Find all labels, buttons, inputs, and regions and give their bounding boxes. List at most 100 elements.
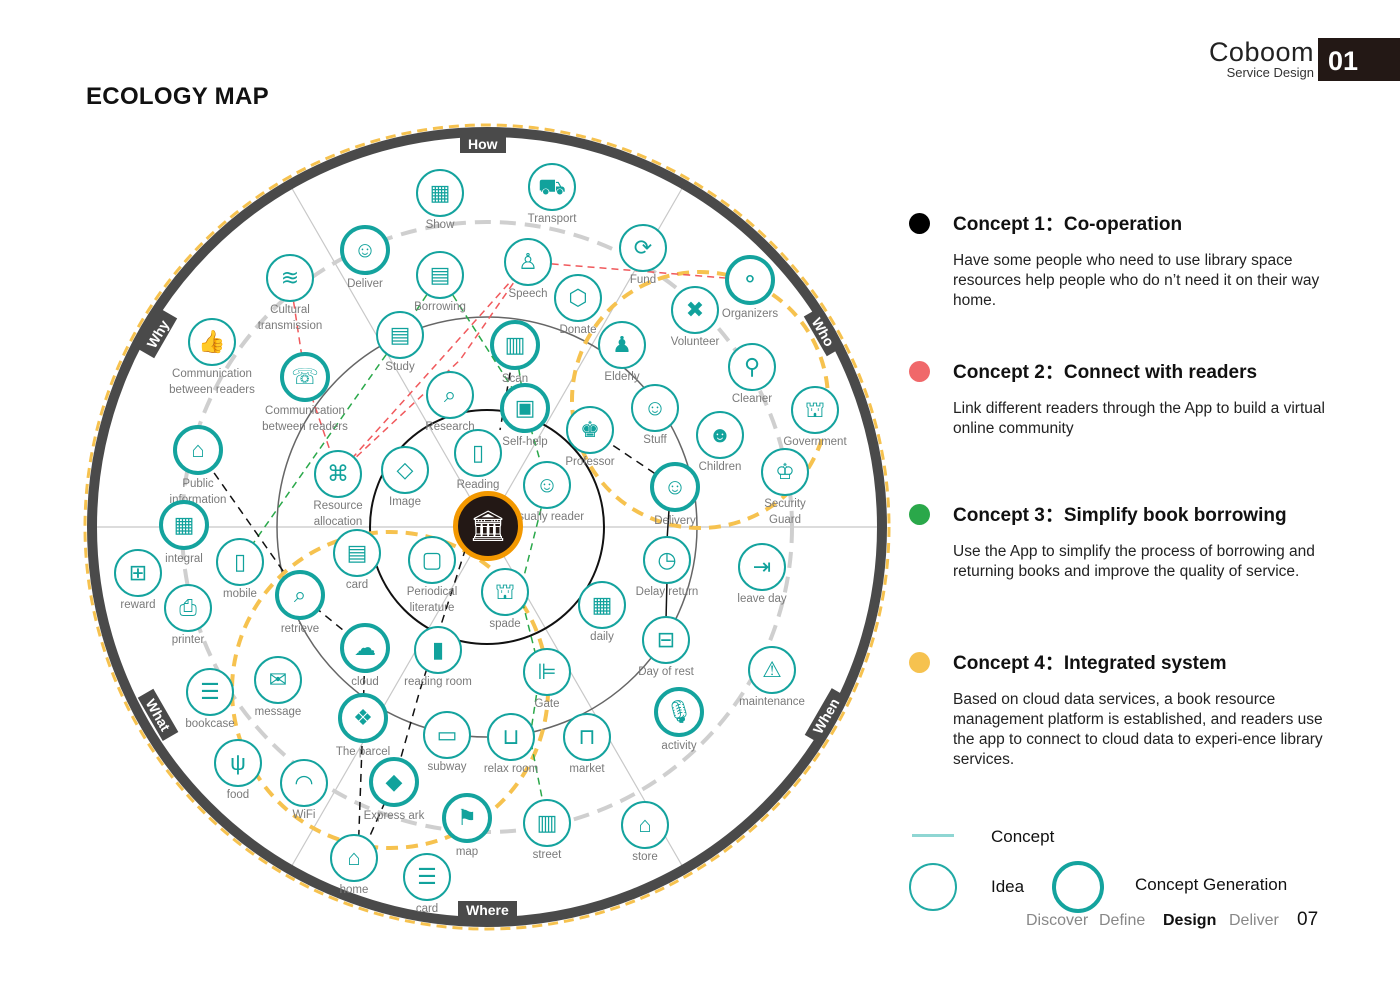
- node-label: Security Guard: [764, 498, 806, 526]
- document-icon[interactable]: ▤: [376, 311, 424, 359]
- node-label: map: [455, 846, 479, 858]
- guard-icon[interactable]: ♔: [761, 448, 809, 496]
- node-label: cloud: [351, 676, 379, 688]
- hand-document-icon[interactable]: ▤: [416, 251, 464, 299]
- open-box-icon[interactable]: ❖: [338, 693, 388, 743]
- government-building-icon[interactable]: ⛫: [791, 386, 839, 434]
- node-label: relax room: [483, 763, 539, 775]
- diamond-icon[interactable]: ◇: [381, 446, 429, 494]
- concept2-link: [289, 261, 529, 476]
- monitor-search-icon[interactable]: ⌕: [275, 570, 325, 620]
- broom-icon[interactable]: ⚲: [728, 343, 776, 391]
- courier-icon[interactable]: ☺: [340, 225, 390, 275]
- open-book-icon[interactable]: ▯: [454, 429, 502, 477]
- balloons-icon[interactable]: ⚬: [725, 255, 775, 305]
- legend-concept-label: Concept: [991, 827, 1055, 846]
- layers-icon[interactable]: ≋: [266, 254, 314, 302]
- node-label: The parcel: [335, 746, 391, 758]
- clock-return-icon[interactable]: ◷: [643, 536, 691, 584]
- staff-person-icon[interactable]: ☺: [631, 384, 679, 432]
- cabinet-card-icon[interactable]: ☰: [403, 853, 451, 901]
- concept-1-dot: [909, 213, 930, 234]
- reader-icon[interactable]: ☺: [523, 461, 571, 509]
- gift-icon[interactable]: ⊞: [114, 549, 162, 597]
- node-label: Communication between readers: [262, 405, 348, 433]
- tags-icon[interactable]: ⌂: [173, 425, 223, 475]
- cloud-sync-icon[interactable]: ☁: [340, 623, 390, 673]
- node-label: card: [345, 579, 369, 591]
- concept4-outer-ring: [83, 123, 891, 931]
- microphone-icon[interactable]: 🎙: [654, 687, 704, 737]
- presentation-board-icon[interactable]: ▦: [416, 169, 464, 217]
- hand-box-icon[interactable]: ⬡: [554, 274, 602, 322]
- node-label: Elderly: [604, 371, 640, 383]
- book-icon[interactable]: ▮: [414, 626, 462, 674]
- node-label: Borrowing: [414, 301, 466, 313]
- concept-3-dot: [909, 504, 930, 525]
- concept-title: Concept 4：Integrated system: [953, 653, 1227, 674]
- train-icon[interactable]: ▭: [423, 711, 471, 759]
- grid-icon[interactable]: ▦: [159, 500, 209, 550]
- concept3-link: [439, 274, 526, 409]
- closed-sign-icon[interactable]: ⊟: [642, 616, 690, 664]
- node-label: Fund: [629, 274, 657, 286]
- inner-ring: [369, 409, 605, 645]
- self-service-terminal-icon[interactable]: ▣: [500, 383, 550, 433]
- network-icon[interactable]: ⌘: [314, 450, 362, 498]
- buildings-icon[interactable]: ▥: [523, 799, 571, 847]
- node-label: leave day: [737, 593, 787, 605]
- node-label: Self-help: [502, 436, 548, 448]
- delivery-person-icon[interactable]: ☺: [650, 462, 700, 512]
- concept-body: Link different readers through the App t…: [953, 400, 1325, 437]
- baby-face-icon[interactable]: ☻: [696, 411, 744, 459]
- phase-design-active: Design: [1163, 912, 1217, 929]
- sofa-icon[interactable]: ⊔: [487, 713, 535, 761]
- podium-icon[interactable]: ♙: [504, 238, 552, 286]
- smartphone-icon[interactable]: ▯: [216, 538, 264, 586]
- professor-icon[interactable]: ♚: [566, 406, 614, 454]
- node-label: Research: [425, 421, 475, 433]
- node-label: Cultural transmission: [257, 304, 323, 332]
- exit-door-icon[interactable]: ⇥: [738, 543, 786, 591]
- id-card-icon[interactable]: ▤: [333, 529, 381, 577]
- warning-icon[interactable]: ⚠: [748, 646, 796, 694]
- spoon-fork-icon[interactable]: ψ: [214, 739, 262, 787]
- printer-icon[interactable]: ⎙: [164, 584, 212, 632]
- node-label: subway: [427, 761, 467, 773]
- node-label: reward: [120, 599, 156, 611]
- coins-cycle-icon[interactable]: ⟳: [619, 224, 667, 272]
- node-label: bookcase: [185, 718, 235, 730]
- house-icon[interactable]: ⌂: [330, 834, 378, 882]
- library-building-icon[interactable]: 🏛: [453, 491, 523, 561]
- chat-bubble-icon[interactable]: ☏: [280, 352, 330, 402]
- basket-icon[interactable]: ⊓: [563, 713, 611, 761]
- map-pin-icon[interactable]: ⚑: [442, 793, 492, 843]
- library-icon[interactable]: ⛫: [481, 568, 529, 616]
- concept-title: Concept 1：Co-operation: [953, 214, 1183, 235]
- cube-icon[interactable]: ◆: [369, 757, 419, 807]
- bus-icon[interactable]: ⛟: [528, 163, 576, 211]
- ring-label-how: How: [460, 135, 506, 153]
- server-shelf-icon[interactable]: ☰: [186, 668, 234, 716]
- phase-deliver: Deliver: [1229, 912, 1279, 929]
- elderly-person-icon[interactable]: ♟: [598, 321, 646, 369]
- node-label: retrieve: [280, 623, 320, 635]
- gate-icon[interactable]: ⊫: [523, 648, 571, 696]
- node-label: Cleaner: [731, 393, 773, 405]
- qr-phone-icon[interactable]: ▥: [490, 320, 540, 370]
- concept-4-dot: [909, 652, 930, 673]
- notebook-icon[interactable]: ▢: [408, 536, 456, 584]
- node-label: Delay return: [635, 586, 699, 598]
- thumbs-up-icon[interactable]: 👍: [188, 318, 236, 366]
- envelope-icon[interactable]: ✉: [254, 656, 302, 704]
- concept-2-dot: [909, 361, 930, 382]
- node-label: home: [339, 884, 369, 896]
- concept1-link: [197, 449, 366, 649]
- node-label: Day of rest: [638, 666, 694, 678]
- node-label: store: [632, 851, 658, 863]
- calendar-icon[interactable]: ▦: [578, 581, 626, 629]
- ribbon-icon[interactable]: ✖: [671, 286, 719, 334]
- storefront-icon[interactable]: ⌂: [621, 801, 669, 849]
- wifi-icon[interactable]: ◠: [280, 759, 328, 807]
- book-search-icon[interactable]: ⌕: [426, 371, 474, 419]
